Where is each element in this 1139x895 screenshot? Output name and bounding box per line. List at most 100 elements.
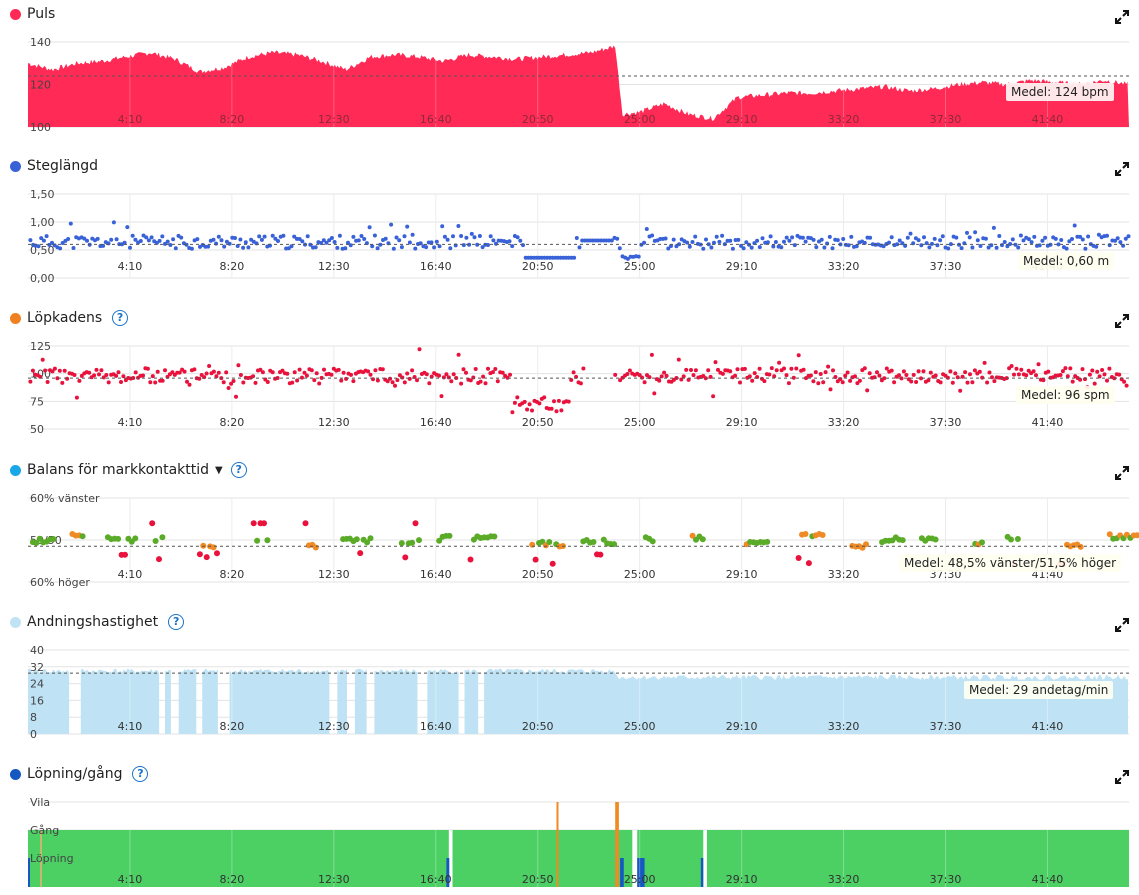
cadence-point — [1068, 366, 1073, 371]
stride-point — [773, 240, 778, 244]
cadence-point — [297, 367, 302, 372]
stride-point — [650, 233, 655, 238]
cadence-point — [322, 367, 326, 372]
expand-icon[interactable] — [1115, 618, 1129, 632]
expand-icon[interactable] — [1115, 770, 1129, 784]
cadence-point — [385, 379, 390, 384]
cadence-point — [892, 380, 897, 385]
cadence-point — [853, 374, 857, 379]
cadence-point — [525, 407, 530, 412]
stride-point — [1123, 236, 1128, 241]
chevron-down-icon[interactable]: ▼ — [215, 464, 223, 476]
cadence-point — [953, 371, 958, 376]
cadence-point — [985, 380, 990, 385]
cadence-point — [767, 372, 772, 377]
cadence-point — [777, 360, 782, 365]
stride-point — [948, 242, 953, 247]
cadence-point — [735, 367, 740, 372]
cadence-point — [400, 375, 405, 380]
stride-point — [477, 234, 482, 238]
y-tick-label: 32 — [30, 661, 44, 674]
cadence-point — [197, 376, 202, 381]
x-tick-label: 8:20 — [220, 720, 245, 733]
stride-point — [216, 234, 221, 239]
cadence-point — [97, 372, 101, 377]
stride-point — [728, 238, 733, 243]
cadence-point — [336, 367, 341, 372]
stride-point — [399, 245, 404, 250]
y-tick-label: 100 — [30, 121, 51, 134]
stride-point — [978, 244, 983, 248]
cadence-point — [686, 377, 691, 382]
y-tick-label: 0,00 — [30, 272, 55, 285]
help-icon[interactable]: ? — [230, 462, 247, 478]
stride-point — [111, 220, 116, 225]
cadence-point — [77, 378, 82, 383]
cadence-point — [131, 376, 136, 380]
gct-point — [203, 554, 210, 561]
cadence-point — [155, 369, 160, 374]
cadence-point — [522, 399, 527, 404]
cadence-point — [738, 380, 742, 385]
gct-point — [214, 550, 220, 557]
gct-point — [416, 537, 422, 544]
stride-point — [50, 240, 54, 245]
cadence-point — [1012, 372, 1016, 377]
y-tick-label: 50 — [30, 423, 44, 436]
gct-point — [210, 544, 217, 551]
cadence-point — [794, 366, 799, 371]
stride-point — [768, 234, 773, 239]
help-icon[interactable]: ? — [168, 614, 185, 630]
stride-point — [313, 245, 318, 250]
cadence-point — [170, 370, 175, 375]
expand-icon[interactable] — [1115, 466, 1129, 480]
gct-point — [122, 551, 128, 558]
stride-point — [149, 235, 154, 240]
x-tick-label: 25:00 — [624, 416, 656, 429]
stride-point — [235, 244, 240, 248]
help-icon[interactable]: ? — [112, 310, 129, 326]
cadence-point — [642, 380, 647, 385]
cadence-point — [720, 371, 725, 376]
stride-point — [442, 234, 447, 239]
cadence-point — [716, 367, 720, 372]
gct-title[interactable]: Balans för markkontakttid ▼ ? — [10, 462, 247, 478]
stride-point — [58, 246, 63, 251]
x-tick-label: 29:10 — [726, 568, 758, 581]
run-marker — [446, 858, 450, 887]
cadence-point — [530, 408, 534, 413]
cadence-point — [214, 374, 219, 379]
stride-point — [986, 245, 991, 250]
cadence-point — [52, 366, 57, 371]
cadence-point — [1122, 379, 1127, 384]
cadence-point — [449, 379, 454, 384]
cadence-point — [970, 380, 975, 385]
gct-point — [590, 539, 597, 545]
cadence-point — [319, 375, 324, 380]
rest-marker — [556, 802, 559, 887]
stride-point — [1056, 242, 1061, 247]
stride-point — [122, 240, 127, 245]
stride-point — [704, 237, 708, 242]
expand-icon[interactable] — [1115, 162, 1129, 176]
stride-point — [916, 238, 921, 243]
x-tick-label: 25:00 — [624, 113, 656, 126]
expand-icon[interactable] — [1115, 314, 1129, 328]
cadence-point — [407, 376, 412, 381]
cadence-point — [515, 395, 520, 400]
stride-chart: 4:10 8:20 12:30 16:40 20:50 25:00 29:10 33:20 37… — [28, 188, 1131, 285]
cadence-point — [992, 379, 997, 384]
gct-point — [764, 538, 771, 545]
stride-point — [66, 237, 71, 241]
run-band — [28, 830, 1129, 887]
cadence-point — [464, 370, 468, 375]
stride-point — [214, 241, 219, 246]
stride-point — [434, 239, 439, 244]
stride-point — [897, 238, 902, 243]
cadence-point — [965, 380, 970, 385]
expand-icon[interactable] — [1115, 10, 1129, 24]
help-icon[interactable]: ? — [132, 766, 149, 782]
x-tick-label: 16:40 — [420, 568, 452, 581]
stride-point — [1026, 237, 1031, 242]
cadence-point — [270, 370, 275, 375]
